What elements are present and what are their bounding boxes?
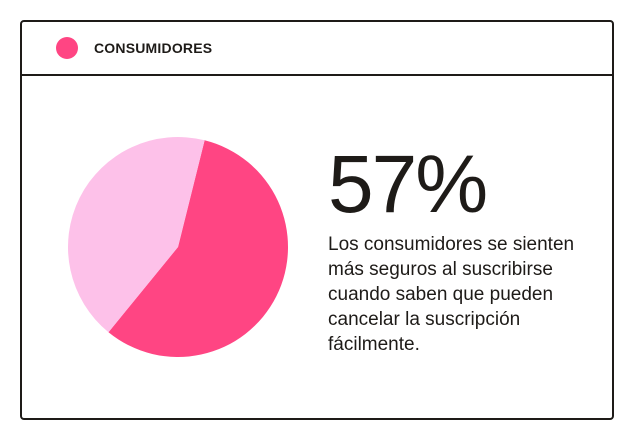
legend-marker	[56, 37, 78, 59]
pie-slice	[67, 137, 205, 333]
card: CONSUMIDORES 57% Los consumidores se sie…	[20, 20, 614, 420]
legend-label: CONSUMIDORES	[94, 40, 213, 56]
card-header: CONSUMIDORES	[22, 22, 612, 76]
value-label: 57%	[328, 139, 488, 230]
pie-chart	[67, 137, 288, 357]
pie-slice	[108, 140, 288, 357]
description: Los consumidores se sienten más seguros …	[328, 234, 575, 355]
